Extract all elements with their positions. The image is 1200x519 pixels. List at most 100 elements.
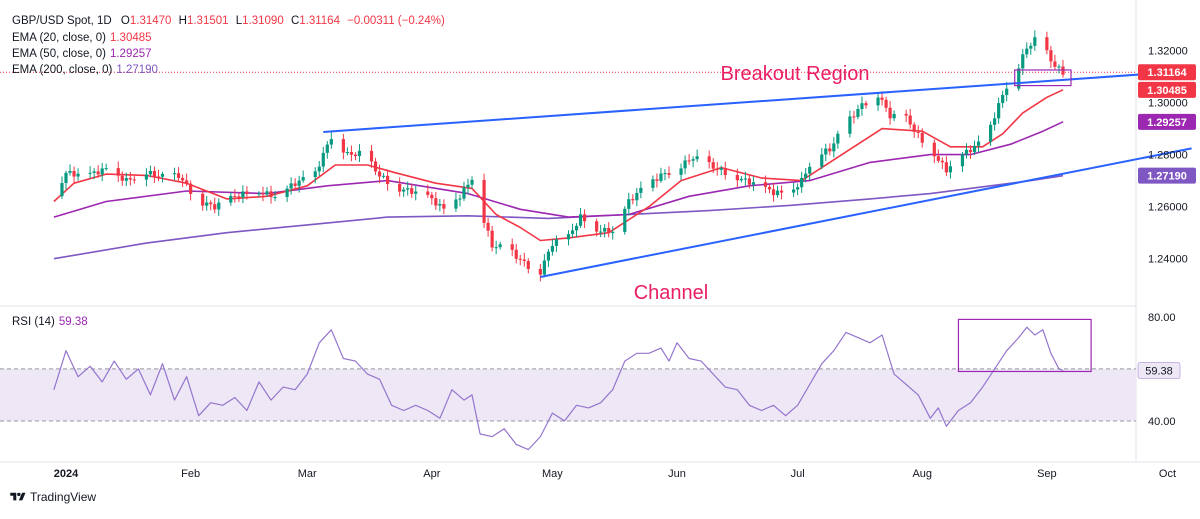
candle-body — [808, 166, 812, 174]
candle-body — [723, 168, 727, 176]
candle-body — [180, 177, 185, 181]
candle-body — [438, 204, 442, 206]
candle-body — [824, 148, 828, 155]
candle-body — [936, 156, 940, 161]
candle-body — [156, 176, 161, 178]
ema20-value: 1.30485 — [109, 32, 152, 44]
candle-body — [711, 162, 715, 169]
candle-body — [743, 178, 747, 180]
ema200-legend[interactable]: EMA (200, close, 0) 1.27190 — [12, 64, 158, 76]
candle-body — [245, 191, 249, 194]
candle-body — [76, 173, 80, 177]
candle-body — [185, 180, 189, 184]
candle-body — [273, 196, 277, 198]
candle-body — [860, 103, 864, 110]
candle-body — [920, 132, 924, 143]
candle-body — [639, 187, 643, 193]
time-tick-label: May — [542, 468, 563, 480]
ema20-legend[interactable]: EMA (20, close, 0) 1.30485 — [12, 32, 152, 44]
candle-body — [968, 149, 973, 153]
candle-body — [852, 116, 856, 118]
rsi-box — [957, 318, 1092, 373]
candle-body — [329, 139, 333, 145]
candle-body — [285, 188, 289, 197]
candle-body — [635, 192, 639, 201]
candle-body — [68, 170, 72, 173]
candle-body — [595, 221, 599, 232]
candle-body — [518, 258, 522, 260]
rsi-value-label-bg — [1137, 362, 1181, 379]
price-label-bg — [1138, 113, 1196, 130]
candle-body — [209, 202, 213, 205]
candle-body — [912, 124, 916, 132]
candle-body — [201, 193, 205, 206]
candle-body — [763, 182, 768, 187]
candle-body — [993, 118, 997, 125]
candle-body — [687, 160, 691, 162]
rsi-value: 59.38 — [58, 316, 88, 328]
candle-body — [237, 196, 241, 198]
candle-body — [779, 190, 784, 193]
candle-body — [522, 259, 526, 262]
candle-body — [381, 175, 386, 177]
candle-body — [72, 170, 76, 177]
candle-body — [293, 183, 297, 186]
candle-body — [430, 194, 434, 199]
candle-body — [462, 187, 466, 199]
candle-body — [570, 230, 575, 235]
candle-body — [1001, 95, 1005, 104]
time-tick-label: Sep — [1037, 468, 1057, 480]
candle-body — [454, 199, 458, 209]
rsi-legend[interactable]: RSI (14) 59.38 — [12, 316, 88, 328]
candle-body — [514, 249, 518, 259]
time-tick-label: Oct — [1159, 468, 1176, 480]
candle-body — [229, 195, 233, 203]
candle-body — [944, 162, 948, 173]
candle-body — [353, 154, 358, 157]
tradingview-logo[interactable]: TradingView — [10, 490, 96, 504]
candle-body — [550, 245, 555, 252]
candle-body — [96, 171, 100, 175]
candle-body — [989, 124, 993, 142]
candle-body — [132, 179, 136, 181]
time-tick-label: Feb — [181, 468, 200, 480]
candle-body — [679, 168, 683, 175]
low-value: 1.31090 — [242, 15, 284, 27]
candle-body — [1017, 68, 1021, 89]
time-tick-label: Jul — [791, 468, 805, 480]
candle-body — [659, 173, 663, 181]
candle-body — [888, 107, 892, 119]
close-label: C — [290, 15, 300, 27]
candle-body — [373, 161, 378, 172]
rsi-tick-label: 80.00 — [1148, 312, 1176, 324]
ema50-legend[interactable]: EMA (50, close, 0) 1.29257 — [12, 48, 152, 60]
candle-body — [582, 214, 587, 222]
candle-body — [176, 173, 181, 178]
rsi-band — [0, 368, 1136, 421]
price-tick-label: 1.24000 — [1148, 254, 1188, 266]
candle-body — [1029, 45, 1033, 49]
candle-body — [964, 149, 969, 155]
candle-body — [144, 174, 148, 180]
candle-body — [369, 150, 374, 162]
price-tick-label: 1.30000 — [1148, 98, 1188, 110]
candle-body — [940, 160, 944, 163]
symbol-label[interactable]: GBP/USD Spot, 1D — [12, 15, 112, 27]
candle-body — [297, 180, 301, 186]
high-value: 1.31501 — [186, 15, 229, 27]
candle-body — [357, 150, 362, 157]
candle-body — [997, 103, 1001, 119]
candle-body — [683, 160, 687, 169]
candle-body — [1033, 37, 1037, 46]
candle-body — [160, 173, 165, 177]
candle-body — [301, 177, 305, 181]
price-label-bg — [1138, 81, 1196, 98]
candle-body — [627, 199, 631, 209]
candle-body — [233, 195, 237, 197]
price-label-bg — [1138, 64, 1196, 81]
price-tick-label: 1.26000 — [1148, 202, 1188, 214]
candle-body — [623, 208, 627, 232]
candle-body — [345, 152, 349, 154]
